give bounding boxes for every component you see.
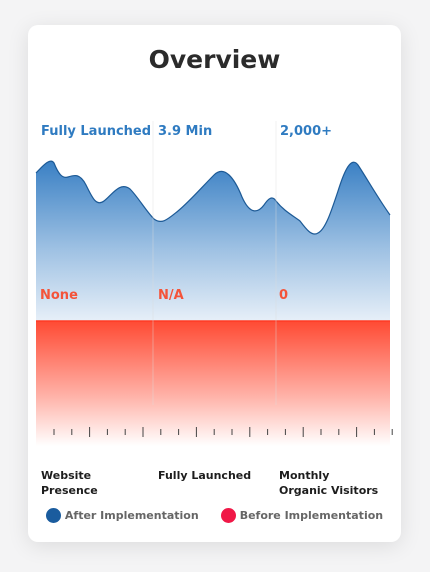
category-label: Website Presence <box>41 469 98 497</box>
after-value-website-presence: Fully Launched <box>41 124 152 139</box>
before-area <box>36 321 390 446</box>
legend-item-after: After Implementation <box>45 507 199 523</box>
chart-legend: After Implementation Before Implementati… <box>28 505 401 525</box>
legend-dot-before <box>220 507 236 523</box>
after-line <box>35 160 391 235</box>
after-value-monthly-visitors: 2,000+ <box>280 124 333 139</box>
legend-dot-after <box>45 507 61 523</box>
before-value-website-presence: None <box>40 288 78 303</box>
legend-label-before: Before Implementation <box>239 508 384 522</box>
category-label: Monthly Organic Visitors <box>279 469 379 497</box>
tick-marks <box>53 427 393 437</box>
legend-item-before: Before Implementation <box>220 507 384 523</box>
overview-card: Overview Fully Launched 3.9 Min 2,000+ N… <box>28 25 401 542</box>
after-area <box>36 161 390 321</box>
before-value-fully-launched: N/A <box>158 288 184 303</box>
before-value-monthly-visitors: 0 <box>279 288 289 303</box>
overview-chart <box>35 121 393 446</box>
legend-label-after: After Implementation <box>64 508 199 522</box>
category-label: Fully Launched <box>158 469 252 482</box>
card-title: Overview <box>148 45 281 74</box>
after-value-fully-launched: 3.9 Min <box>158 124 213 139</box>
